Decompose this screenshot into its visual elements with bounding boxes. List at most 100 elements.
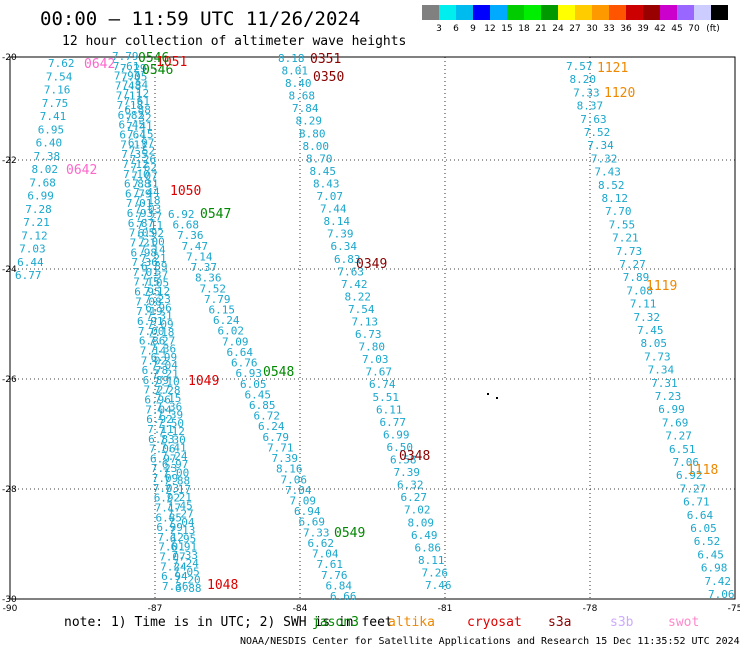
track-e: 8.188.018.408.687.848.298.808.008.708.45… <box>278 52 452 592</box>
scale-swatch <box>677 5 694 20</box>
wave-height-value: 7.23 <box>144 293 171 306</box>
wave-height-value: 7.10 <box>153 376 180 389</box>
wave-height-value: 7.41 <box>126 120 153 133</box>
wave-height-value: 7.32 <box>591 152 618 165</box>
scale-swatch <box>660 5 677 20</box>
wave-height-value: 7.79 <box>204 293 231 306</box>
wave-height-value: 7.24 <box>161 450 188 463</box>
wave-height-value: 6.91 <box>171 541 198 554</box>
wave-height-value: 7.18 <box>117 99 144 112</box>
scale-label: 9 <box>470 24 476 34</box>
wave-height-value: 7.12 <box>123 87 150 100</box>
wave-height-value: 7.15 <box>155 392 182 405</box>
pass-time-label: 0351 <box>310 52 341 67</box>
wave-height-value: 7.20 <box>174 574 201 587</box>
wave-height-value: 7.13 <box>120 138 147 151</box>
wave-height-value: 7.43 <box>594 166 621 179</box>
pass-time-label: 1121 <box>597 61 628 76</box>
wave-height-value: 6.99 <box>151 351 178 364</box>
wave-height-value: 7.61 <box>113 60 139 73</box>
wave-height-value: 7.34 <box>648 364 675 377</box>
wave-height-value: 7.12 <box>122 158 149 171</box>
legend-swot: swot <box>668 615 699 630</box>
wave-height-value: 6.79 <box>125 187 152 200</box>
wave-height-value: 6.99 <box>156 521 183 534</box>
wave-height-value: 8.68 <box>289 90 316 103</box>
wave-height-value: 8.01 <box>282 65 309 78</box>
wave-height-value: 6.62 <box>308 537 335 550</box>
wave-height-value: 7.08 <box>135 295 162 308</box>
wave-height-value: 7.61 <box>124 95 151 108</box>
wave-height-value: 7.15 <box>133 276 160 289</box>
wave-height-value: 7.07 <box>131 169 158 182</box>
wave-height-value: 7.62 <box>131 161 158 174</box>
wave-height-value: 7.36 <box>150 343 177 356</box>
wave-height-value: 7.34 <box>122 79 149 92</box>
pass-time-label: 0546 <box>142 63 173 78</box>
wave-height-value: 8.12 <box>602 192 629 205</box>
wave-height-value: 7.01 <box>158 541 185 554</box>
pass-time-label: 1120 <box>604 86 635 101</box>
wave-height-value: 7.63 <box>338 265 365 278</box>
wave-height-value: 6.64 <box>227 346 254 359</box>
wave-height-value: 7.11 <box>630 298 657 311</box>
wave-height-value: 8.00 <box>303 140 330 153</box>
wave-height-value: 7.69 <box>662 416 689 429</box>
scale-label: 15 <box>501 24 512 34</box>
wave-height-value: 6.92 <box>138 227 165 240</box>
pass-time-label: 0547 <box>200 207 231 222</box>
wave-height-value: 6.77 <box>15 269 42 282</box>
wave-height-value: 7.67 <box>366 366 393 379</box>
wave-height-value: 7.07 <box>159 551 186 564</box>
wave-height-value: 8.02 <box>32 163 59 176</box>
wave-height-value: 6.24 <box>213 314 240 327</box>
wave-height-value: 6.58 <box>390 454 417 467</box>
wave-height-value: 7.33 <box>573 86 600 99</box>
scale-swatch <box>473 5 490 20</box>
wave-height-value: 6.88 <box>124 103 150 116</box>
wave-height-value: 6.96 <box>145 301 172 314</box>
wave-height-value: 6.79 <box>263 431 290 444</box>
scale-swatch <box>456 5 473 20</box>
wave-height-value: 8.52 <box>598 179 625 192</box>
wave-height-value: 7.04 <box>285 484 312 497</box>
wave-height-value: 7.44 <box>133 186 160 199</box>
wave-height-value: 6.99 <box>658 403 685 416</box>
pass-time-label: 0546 <box>138 51 169 66</box>
wave-height-value: 7.31 <box>132 178 159 191</box>
wave-height-value: 7.12 <box>157 531 184 544</box>
wave-height-value: 6.93 <box>127 207 154 220</box>
wave-height-value: 8.45 <box>310 165 337 178</box>
wave-height-value: 7.01 <box>132 266 159 279</box>
longitude-tick-label: -84 <box>293 604 308 614</box>
altimeter-tracks: 7.627.547.167.757.416.956.407.388.027.68… <box>15 50 735 603</box>
wave-height-value: 7.10 <box>123 168 150 181</box>
map-subtitle: 12 hour collection of altimeter wave hei… <box>62 34 406 49</box>
wave-height-value: 7.52 <box>200 282 227 295</box>
wave-height-value: 7.11 <box>116 89 143 102</box>
latitude-tick-label: -30 <box>2 595 17 605</box>
wave-height-value: 7.13 <box>352 316 379 329</box>
wave-height-value: 7.21 <box>165 491 192 504</box>
scale-swatch <box>558 5 575 20</box>
legend-altika: altika <box>388 615 435 630</box>
wave-height-value: 6.40 <box>36 137 63 150</box>
wave-height-value: 8.40 <box>285 77 312 90</box>
wave-height-value: 8.29 <box>296 115 323 128</box>
island-marker <box>487 393 498 399</box>
wave-height-value: 7.27 <box>665 430 692 443</box>
wave-height-value: 6.86 <box>139 335 166 348</box>
wave-height-value: 6.85 <box>156 511 183 524</box>
wave-height-value: 6.84 <box>326 579 353 592</box>
wave-height-value: 7.41 <box>40 110 67 123</box>
wave-height-value: 7.61 <box>317 558 344 571</box>
wave-height-value: 7.12 <box>144 285 171 298</box>
wave-height-value: 7.21 <box>140 252 167 265</box>
wave-height-value: 6.49 <box>411 529 438 542</box>
wave-height-value: 7.23 <box>655 390 682 403</box>
latitude-tick-label: -24 <box>2 265 17 275</box>
wave-height-value: 7.36 <box>162 580 189 593</box>
wave-height-value: 6.15 <box>209 304 236 317</box>
longitude-tick-label: -87 <box>148 604 163 614</box>
track-c: 7.297.057.347.127.616.887.327.417.156.97… <box>120 62 202 595</box>
